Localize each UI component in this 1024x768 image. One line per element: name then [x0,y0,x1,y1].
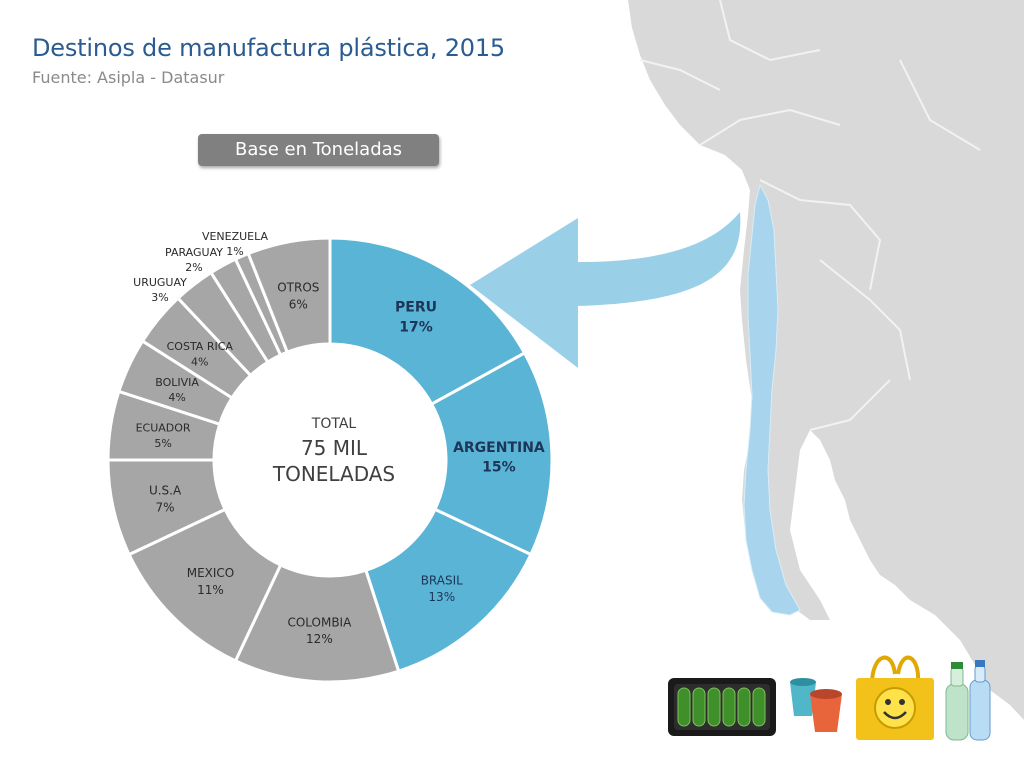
chile-highlight [743,183,801,616]
base-label-badge: Base en Toneladas [198,134,439,166]
slice-label-value: 13% [428,590,455,604]
donut-slice-otros [246,236,332,355]
chart-title: Destinos de manufactura plástica, 2015 [32,34,505,62]
slice-label-value: 5% [154,437,171,450]
donut-slice-peru [328,236,527,407]
slice-label-argentina: ARGENTINA 15% [453,440,545,476]
plastic-pots-icon [790,678,842,732]
slice-label-name: COSTA RICA [167,340,234,353]
smiley-bag-icon [856,655,934,740]
slice-label-name: MEXICO [187,566,235,580]
slice-label-name: U.S.A [149,483,182,497]
slice-label-name: PARAGUAY [165,246,223,259]
slice-label-name: ARGENTINA [453,440,545,456]
slice-label-value: 2% [185,261,202,274]
donut-labels: PERU 17% ARGENTINA 15% BRASIL 13% COLOMBIA 12% M… [133,230,545,646]
slice-label-paraguay: PARAGUAY 2% [165,246,223,274]
slice-label-name: OTROS [277,281,319,295]
slice-label-costa-rica: COSTA RICA 4% [167,340,234,368]
slice-label-name: BRASIL [421,573,463,587]
slice-label-value: 17% [399,319,433,335]
slice-label-name: COLOMBIA [287,615,352,629]
slice-label-name: PERU [395,300,437,316]
slice-label-value: 4% [168,391,185,404]
center-label-amount: 75 MIL [301,436,368,460]
arrow-icon [470,212,741,368]
slice-label-value: 1% [226,245,243,258]
slice-label-value: 6% [289,297,308,311]
slice-label-value: 4% [191,355,208,368]
slice-label-u-s-a: U.S.A 7% [149,483,182,514]
slice-label-bolivia: BOLIVIA 4% [155,376,199,404]
slice-label-brasil: BRASIL 13% [421,573,463,604]
slice-label-name: BOLIVIA [155,376,199,389]
slice-label-colombia: COLOMBIA 12% [287,615,352,646]
plastic-bottles-icon [945,660,991,741]
map-borders [639,0,981,431]
slice-label-name: VENEZUELA [202,230,269,243]
cucumber-tray-icon [668,678,776,736]
center-label-total: TOTAL [311,416,357,432]
slice-label-otros: OTROS 6% [277,281,319,312]
slice-label-value: 11% [197,583,224,597]
slice-label-mexico: MEXICO 11% [187,566,235,597]
slice-label-name: URUGUAY [133,276,187,289]
slice-label-peru: PERU 17% [395,300,437,336]
center-label-unit: TONELADAS [272,462,395,486]
slice-label-name: ECUADOR [136,421,191,434]
slice-label-value: 15% [482,459,516,475]
donut-slices [106,236,554,684]
slice-label-ecuador: ECUADOR 5% [136,421,191,449]
map-land [628,0,1024,720]
slice-label-value: 7% [156,500,175,514]
chart-subtitle: Fuente: Asipla - Datasur [32,68,225,87]
center-label: TOTAL 75 MIL TONELADAS [272,416,395,486]
slice-label-value: 3% [151,291,168,304]
slice-label-venezuela: VENEZUELA 1% [202,230,269,258]
slice-label-value: 12% [306,632,333,646]
slice-label-uruguay: URUGUAY 3% [133,276,187,304]
